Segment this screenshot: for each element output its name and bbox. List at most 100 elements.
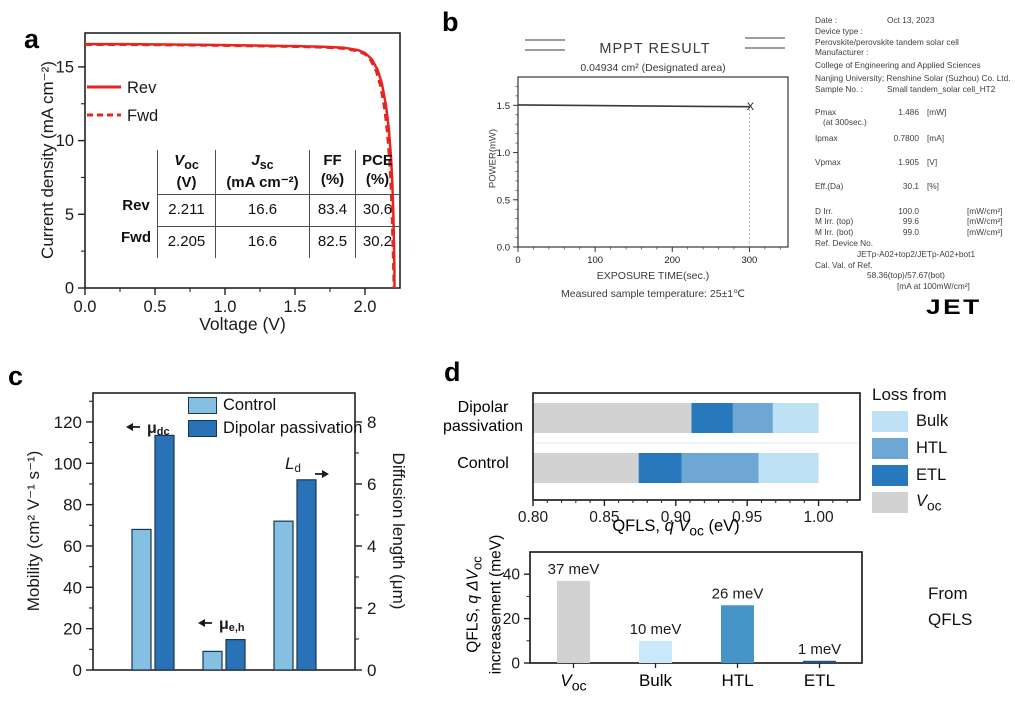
annotation-arrow: [322, 470, 329, 478]
panel-c-label: c: [8, 361, 24, 391]
d-legend-item: Bulk: [872, 411, 948, 432]
d-top-x-axis-title: QFLS, q Voc (eV): [612, 517, 740, 539]
d-legend-item: ETL: [872, 465, 948, 486]
info-row: Cal. Val. of Ref.: [815, 259, 873, 270]
c-right-tick-label: 8: [367, 413, 376, 432]
a-x-axis-title: Voltage (V): [199, 314, 286, 334]
mppt-chart: 0 100 200 300 0.0 0.5 1.0 1.5 X: [497, 37, 789, 266]
info-row: [mA at 100mW/cm²]: [897, 281, 970, 292]
c-bar-μ_e,h-control: [202, 650, 223, 671]
table-value: 16.6: [215, 195, 309, 228]
legend-label: Control: [223, 396, 277, 414]
c-legend-item: Control: [188, 396, 362, 415]
c-left-tick-label: 0: [73, 661, 82, 680]
a-y-tick-label: 0: [65, 280, 74, 298]
d-segment-Control-Bulk: [758, 453, 819, 483]
a-legend-label: Rev: [127, 79, 157, 97]
d-category-dipolar-passivation: Dipolar passivation: [442, 399, 524, 435]
info-row: M Irr. (bot) 99.0 [mW/cm²]: [815, 227, 1003, 238]
qfls-charts: 0.80 0.85 0.90 0.95 1.00 0 20 40 37 meV 10 meV 26 …: [503, 392, 863, 673]
d-btm-category-label: ETL: [803, 671, 836, 690]
mppt-subtitle: 0.04934 cm² (Designated area): [580, 62, 726, 74]
info-row: M Irr. (top) 99.6 [mW/cm²]: [815, 216, 1003, 227]
b-x-axis-title: EXPOSURE TIME(sec.): [596, 270, 710, 282]
table-header: Voc (V): [157, 150, 215, 196]
legend-swatch: [872, 465, 908, 486]
annotation-arrow: [126, 423, 133, 431]
d-top-x-tick-label: 0.95: [732, 509, 762, 526]
b-y-tick-label: 0.5: [497, 195, 510, 206]
b-y-axis-title: POWER(mW): [487, 128, 499, 189]
mppt-title: MPPT RESULT: [599, 41, 711, 57]
c-bar-μ_dc-dipolar: [154, 434, 175, 671]
legend-label: Bulk: [916, 412, 949, 430]
table-value: 82.5: [309, 227, 355, 258]
c-bar-L_d-dipolar: [296, 479, 317, 671]
annotation-arrow: [198, 619, 205, 627]
legend-swatch: [872, 492, 908, 514]
d-btm-y-tick-label: 0: [511, 656, 520, 673]
panel-b: b 0 100 200 300 0.0 0.5 1.0 1.5 X MPPT RESULT 0.…: [430, 5, 1015, 352]
d-btm-bar-2: [721, 605, 754, 663]
d-btm-category-label: Bulk: [638, 671, 673, 690]
d-btm-value-label: 10 meV: [630, 621, 682, 638]
d-btm-value-label: 26 meV: [712, 585, 764, 602]
b-y-tick-label: 0.0: [497, 243, 510, 254]
table-value: 83.4: [309, 195, 355, 228]
c-left-tick-label: 60: [63, 537, 82, 556]
d-segment-Control-ETL: [638, 453, 682, 483]
b-y-tick-label: 1.0: [497, 148, 510, 159]
a-x-tick-label: 1.5: [284, 298, 307, 316]
d-segment-Control-Voc: [533, 453, 639, 483]
a-y-tick-label: 10: [56, 132, 74, 150]
info-row: D Irr. 100.0 [mW/cm²]: [815, 205, 1003, 216]
d-btm-category-label: Voc: [560, 671, 587, 695]
b-x-tick-label: 100: [587, 255, 603, 266]
c-left-tick-label: 120: [54, 413, 82, 432]
end-marker-x: X: [747, 101, 755, 113]
c-left-tick-label: 80: [63, 496, 82, 515]
table-value: 2.211: [157, 195, 215, 228]
c-annotation-ld: Ld: [285, 454, 301, 475]
info-row: Nanjing University; Renshine Solar (Suzh…: [815, 72, 1011, 83]
table-row: Rev 2.211 16.6 83.4 30.6: [115, 195, 399, 228]
mppt-power-line: [517, 104, 750, 108]
table-value: 30.6: [355, 195, 399, 228]
d-top-x-tick-label: 0.90: [661, 509, 692, 526]
c-right-tick-label: 6: [367, 475, 376, 494]
d-top-x-tick-label: 1.00: [804, 509, 835, 526]
c-legend-item: Dipolar passivation: [188, 419, 362, 438]
info-row: Perovskite/perovskite tandem solar cell: [815, 36, 959, 47]
mobility-bar-chart: 0 20 40 60 80 100 120 0 2 4 6 8 μdc μe,h Ld: [54, 392, 376, 680]
a-x-tick-label: 0.0: [74, 298, 97, 316]
d-btm-value-label: 1 meV: [798, 641, 841, 658]
c-right-axis-title: Diffusion length (μm): [389, 452, 408, 610]
jv-curve-fwd: [85, 43, 395, 289]
info-row: Eff.(Da) 30.1 [%]: [815, 180, 939, 191]
c-left-axis-title: Mobility (cm² V⁻¹ s⁻¹): [24, 450, 43, 612]
d-segment-Dipolar-passivation-Bulk: [772, 403, 819, 433]
table-row: Fwd 2.205 16.6 82.5 30.2: [115, 227, 399, 258]
b-x-tick-label: 300: [741, 255, 757, 266]
a-y-axis-title: Current density (mA cm⁻²): [38, 61, 57, 259]
b-y-tick-label: 1.5: [497, 101, 510, 112]
info-row: Vpmax 1.905 [V]: [815, 156, 938, 167]
info-row: JETp-A02+top2/JETp-A02+bot1: [857, 248, 976, 259]
legend-label: HTL: [916, 439, 948, 457]
info-row: Pmax 1.486 [mW]: [815, 106, 947, 117]
row-label: Rev: [122, 197, 150, 215]
a-x-tick-label: 1.0: [214, 298, 237, 316]
d-top-x-tick-label: 0.85: [589, 509, 619, 526]
d-legend-item: Voc: [872, 492, 948, 513]
c-right-tick-label: 0: [367, 661, 376, 680]
certificate-info-block: Date : Oct 13, 2023 Device type : Perovskit…: [815, 15, 1013, 292]
d-top-x-tick-label: 0.80: [518, 509, 549, 526]
legend-label: Dipolar passivation: [223, 419, 363, 437]
d-btm-category-label: HTL: [721, 671, 754, 690]
table-value: 30.2: [355, 227, 399, 258]
panel-a: a 0.0 0.5 1.0 1.5 2.0 0 5 10 15 Rev Fwd Current de…: [18, 8, 430, 352]
d-btm-y-tick-label: 40: [503, 567, 521, 584]
info-row: Ref. Device No.: [815, 237, 874, 248]
c-right-tick-label: 2: [367, 599, 376, 618]
